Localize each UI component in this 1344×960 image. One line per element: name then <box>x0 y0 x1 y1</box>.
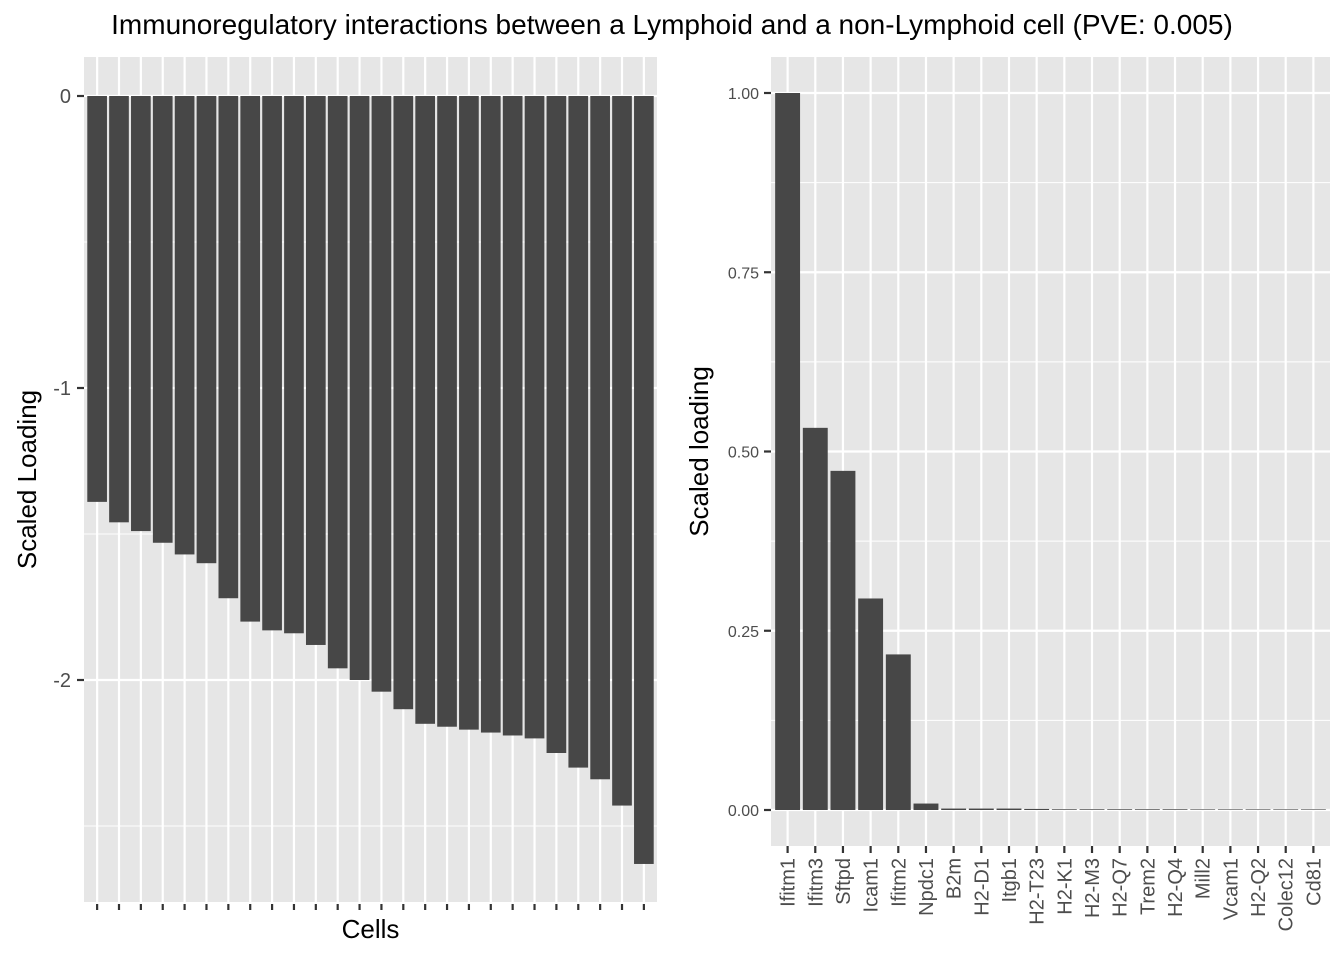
left-bar <box>349 96 370 680</box>
left-y-tick-label: 0 <box>60 86 71 108</box>
left-bar <box>196 96 217 564</box>
right-bar-ifitm1 <box>775 93 801 810</box>
left-bar <box>87 96 107 502</box>
left-bar <box>109 96 129 523</box>
right-bar-vcam1 <box>1217 809 1243 810</box>
left-y-tick-label: -2 <box>53 670 71 692</box>
right-y-tick-label: 0.25 <box>728 624 759 641</box>
right-x-tick-label: H2-Q7 <box>1110 858 1132 917</box>
right-x-tick-label: Vcam1 <box>1220 858 1242 920</box>
right-bar-h2-t23 <box>1024 808 1050 810</box>
right-bar-trem2 <box>1134 809 1160 810</box>
right-panel-genes-chart: Ifitm1 Ifitm3 Sftpd Icam1 Ifitm2 Npdc1 B2m H2-D… <box>684 57 1330 931</box>
right-x-tick-label: Colec12 <box>1276 858 1298 931</box>
left-bar <box>568 96 589 768</box>
left-bar <box>305 96 326 645</box>
right-x-tick-label: Sftpd <box>833 858 855 905</box>
right-x-tick-label: Cd81 <box>1303 858 1325 906</box>
right-x-tick-label: H2-M3 <box>1082 858 1104 918</box>
right-x-tick-label: Ifitm3 <box>805 858 827 907</box>
right-bar-mill2 <box>1190 809 1216 810</box>
left-bar <box>634 96 654 864</box>
right-x-tick-label: Ifitm1 <box>778 858 800 907</box>
right-bar-itgb1 <box>996 808 1022 810</box>
right-bar-h2-m3 <box>1079 809 1105 810</box>
right-bar-h2-q7 <box>1107 809 1133 810</box>
left-bar <box>612 96 632 806</box>
left-bar <box>590 96 610 780</box>
right-x-tick-label: Trem2 <box>1137 858 1159 915</box>
right-x-tick-label: Itgb1 <box>999 858 1021 902</box>
right-y-tick-label: 0.00 <box>728 803 759 820</box>
left-bar <box>546 96 567 753</box>
right-x-tick-label: Ifitm2 <box>888 858 910 907</box>
right-bar-cd81 <box>1300 809 1326 810</box>
left-panel-cells-chart: 0 -1 -2 Cells Scaled Loading <box>12 57 657 944</box>
left-bar <box>174 96 195 555</box>
left-bar <box>524 96 545 739</box>
right-bar-b2m <box>941 808 967 810</box>
left-bar <box>131 96 151 532</box>
left-bar <box>502 96 523 736</box>
right-bar-ifitm2 <box>885 654 911 810</box>
chart-title: Immunoregulatory interactions between a … <box>111 9 1233 40</box>
right-x-tick-label: B2m <box>944 858 966 899</box>
left-x-axis-title: Cells <box>342 914 400 944</box>
right-bars <box>775 93 1326 810</box>
right-bar-h2-q2 <box>1245 809 1271 810</box>
left-bar <box>218 96 239 599</box>
left-bar <box>327 96 348 669</box>
right-x-tick-label: Npdc1 <box>916 858 938 916</box>
left-bar <box>284 96 304 634</box>
left-bars <box>87 96 654 864</box>
right-x-tick-label: H2-Q4 <box>1165 858 1187 917</box>
left-bar <box>393 96 414 710</box>
right-bar-npdc1 <box>913 803 939 810</box>
left-y-tick-label: -1 <box>53 378 71 400</box>
left-y-axis-title: Scaled Loading <box>12 390 42 569</box>
right-bar-ifitm3 <box>802 427 828 810</box>
left-bar <box>152 96 173 543</box>
left-bar <box>371 96 392 692</box>
right-bar-colec12 <box>1273 809 1299 810</box>
left-bar <box>415 96 436 724</box>
left-bar <box>240 96 261 622</box>
right-x-tick-label: Icam1 <box>861 858 883 912</box>
right-bar-icam1 <box>858 598 884 810</box>
right-bar-h2-q4 <box>1162 809 1188 810</box>
right-y-tick-label: 0.50 <box>728 445 759 462</box>
right-bar-h2-k1 <box>1051 809 1077 810</box>
right-y-tick-label: 1.00 <box>728 86 759 103</box>
right-x-tick-label: H2-D1 <box>971 858 993 916</box>
right-axis-ticks: Ifitm1 Ifitm3 Sftpd Icam1 Ifitm2 Npdc1 B2m H2-D… <box>728 86 1326 931</box>
right-x-tick-label: Mill2 <box>1193 858 1215 899</box>
left-bar <box>480 96 501 733</box>
right-x-tick-label: H2-K1 <box>1054 858 1076 915</box>
right-bar-sftpd <box>830 470 856 810</box>
right-x-tick-label: H2-Q2 <box>1248 858 1270 917</box>
right-y-axis-title: Scaled loading <box>684 366 714 537</box>
right-bar-h2-d1 <box>968 808 994 810</box>
right-y-tick-label: 0.75 <box>728 265 759 282</box>
left-bar <box>262 96 282 631</box>
right-x-tick-label: H2-T23 <box>1027 858 1049 925</box>
left-axis-ticks: 0 -1 -2 <box>53 86 645 910</box>
left-bar <box>459 96 479 730</box>
left-bar <box>437 96 457 727</box>
